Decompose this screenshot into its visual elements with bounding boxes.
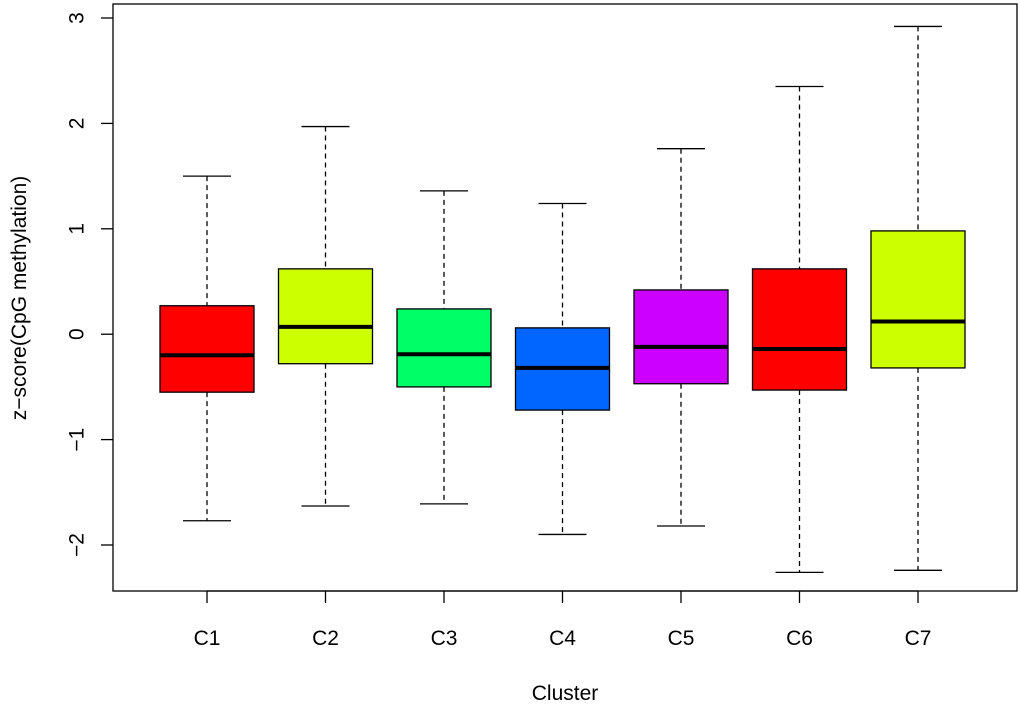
- box-body: [396, 308, 492, 388]
- box-c3: [396, 190, 492, 505]
- x-tick-label: C4: [549, 627, 576, 650]
- x-tick-label: C3: [431, 627, 458, 650]
- x-axis: C1 C2 C3 C4 C5 C6 C7: [194, 590, 932, 650]
- x-tick-label: C1: [194, 627, 221, 650]
- x-tick-label: C6: [786, 627, 813, 650]
- boxes-group: [159, 25, 966, 574]
- y-axis-title: z−score(CpG methylation): [8, 176, 31, 421]
- y-tick-label: 0: [66, 328, 89, 340]
- box-body: [870, 230, 966, 369]
- box-body: [159, 305, 255, 393]
- y-tick-label: −2: [66, 533, 89, 557]
- box-body: [277, 268, 374, 365]
- box-c5: [633, 148, 729, 527]
- box-c7: [870, 25, 966, 571]
- box-body: [751, 268, 848, 391]
- x-tick-label: C7: [905, 627, 932, 650]
- x-tick-label: C5: [668, 627, 695, 650]
- y-tick-label: −1: [66, 428, 89, 452]
- box-c2: [277, 125, 374, 507]
- box-c6: [751, 85, 848, 574]
- box-body: [633, 289, 729, 385]
- y-axis: −2 −1 0 1 2 3: [66, 12, 113, 557]
- x-tick-label: C2: [312, 627, 339, 650]
- box-c4: [514, 202, 611, 536]
- x-axis-title: Cluster: [532, 682, 599, 705]
- box-c1: [159, 175, 255, 522]
- y-tick-label: 1: [66, 223, 89, 235]
- y-tick-label: 2: [66, 118, 89, 130]
- y-tick-label: 3: [66, 12, 89, 24]
